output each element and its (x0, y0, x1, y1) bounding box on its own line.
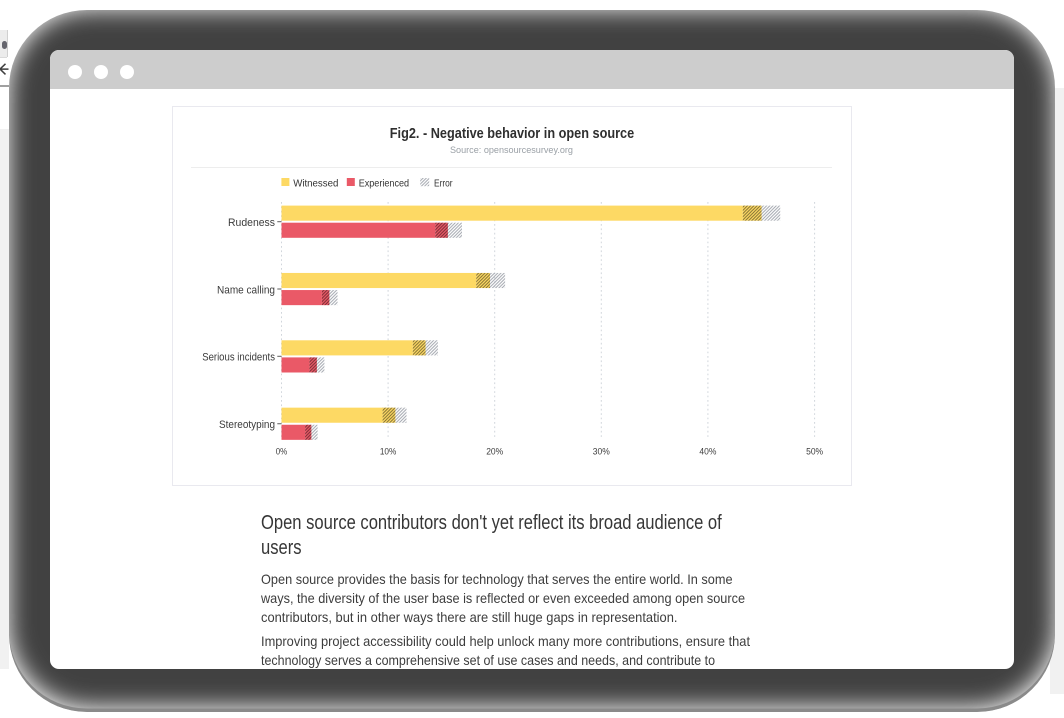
svg-text:Serious incidents: Serious incidents (202, 352, 275, 364)
svg-text:Stereotyping: Stereotyping (219, 419, 275, 431)
svg-text:40%: 40% (699, 446, 716, 457)
svg-text:20%: 20% (486, 446, 503, 457)
svg-text:Witnessed: Witnessed (293, 178, 338, 189)
svg-text:Fig2. - Negative behavior in o: Fig2. - Negative behavior in open source (390, 126, 634, 142)
svg-text:Source: opensourcesurvey.org: Source: opensourcesurvey.org (450, 145, 573, 155)
svg-text:Rudeness: Rudeness (228, 217, 275, 229)
svg-text:0%: 0% (276, 446, 288, 457)
svg-text:Error: Error (434, 178, 453, 189)
svg-text:10%: 10% (380, 446, 397, 457)
svg-text:50%: 50% (806, 446, 823, 457)
svg-text:30%: 30% (593, 446, 610, 457)
svg-text:Name calling: Name calling (217, 284, 275, 296)
svg-text:Experienced: Experienced (359, 178, 410, 189)
